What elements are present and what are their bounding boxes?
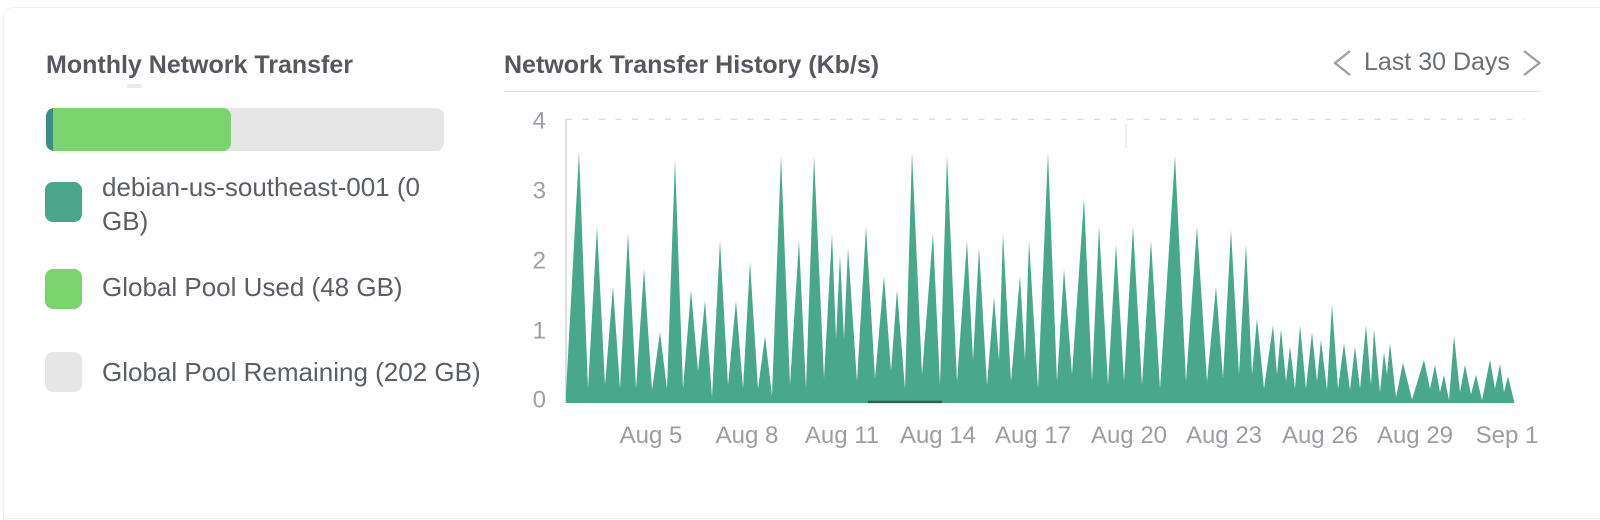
svg-text:4: 4	[533, 108, 546, 135]
svg-text:Aug 29: Aug 29	[1377, 422, 1453, 449]
svg-text:Aug 23: Aug 23	[1186, 422, 1262, 449]
svg-text:Aug 5: Aug 5	[620, 422, 683, 449]
svg-text:1: 1	[533, 318, 546, 345]
svg-text:Aug 8: Aug 8	[716, 422, 779, 449]
svg-text:Aug 26: Aug 26	[1282, 422, 1358, 449]
svg-text:2: 2	[533, 248, 546, 275]
svg-text:Aug 11: Aug 11	[805, 422, 879, 449]
svg-text:Aug 17: Aug 17	[995, 422, 1071, 449]
svg-text:Aug 20: Aug 20	[1091, 422, 1167, 449]
svg-text:Aug 14: Aug 14	[900, 422, 976, 449]
svg-text:0: 0	[533, 387, 546, 414]
svg-text:3: 3	[533, 178, 546, 205]
svg-text:Sep 1: Sep 1	[1476, 422, 1539, 449]
